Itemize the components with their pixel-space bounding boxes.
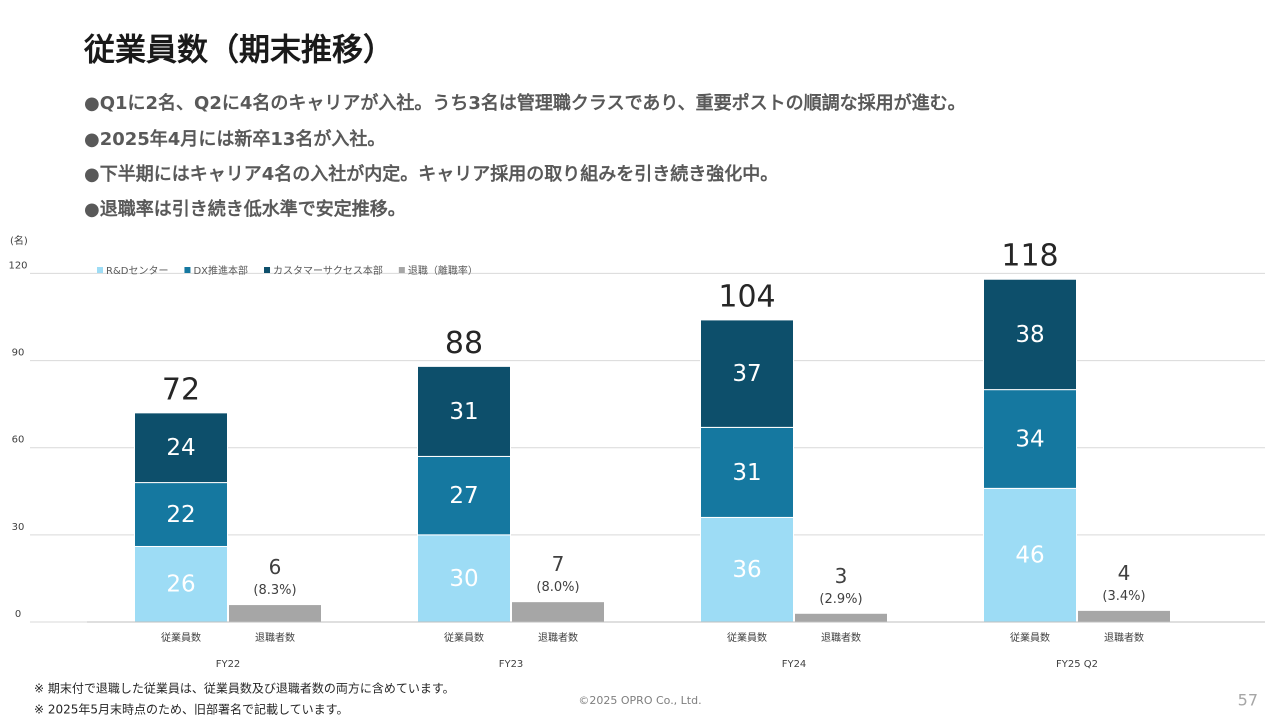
value-label: 3 <box>835 564 848 588</box>
sub-category-label: 退職者数 <box>821 631 861 644</box>
x-tick-label: FY22 <box>216 659 241 670</box>
segment-label: 38 <box>1015 322 1044 348</box>
legend-label: DX推進本部 <box>193 264 248 277</box>
bar-segment <box>700 516 794 623</box>
page-number: 57 <box>1238 691 1258 710</box>
rate-label: (8.0%) <box>536 580 579 595</box>
sub-category-label: 従業員数 <box>1010 631 1050 644</box>
bar-segment <box>511 601 605 623</box>
bar-segment <box>1077 609 1171 623</box>
rate-label: (2.9%) <box>819 592 862 607</box>
segment-label: 27 <box>449 483 478 509</box>
bar-segment <box>134 482 228 547</box>
bullet: ●下半期にはキャリア4名の入社が内定。キャリア採用の取り組みを引き続き強化中。 <box>84 163 778 185</box>
bullet: ●2025年4月には新卒13名が入社。 <box>84 128 385 150</box>
bullet: ●Q1に2名、Q2に4名のキャリアが入社。うち3名は管理職クラスであり、重要ポス… <box>84 92 966 114</box>
y-tick-label: 90 <box>12 348 25 359</box>
slide-title: 従業員数（期末推移） <box>83 33 394 69</box>
y-axis-label: (名) <box>10 234 28 247</box>
segment-label: 46 <box>1015 543 1044 569</box>
bar-segment <box>417 365 511 457</box>
segment-label: 37 <box>732 361 761 387</box>
rate-label: (3.4%) <box>1102 589 1145 604</box>
legend-swatch <box>184 267 191 273</box>
plot: 0 30 60 90 120 R&Dセンター DX推進本部 カスタマーサクセス本部 退職（離職率… <box>8 239 1265 670</box>
x-tick-label: FY24 <box>782 659 807 670</box>
total-label: 118 <box>1001 239 1058 274</box>
x-tick-label: FY25 Q2 <box>1056 659 1098 670</box>
bar-segment <box>983 278 1077 391</box>
bar-segment <box>700 426 794 518</box>
rate-label: (8.3%) <box>253 583 296 598</box>
footnote: ※ 期末付で退職した従業員は、従業員数及び退職者数の両方に含めています。 <box>34 681 455 696</box>
segment-label: 22 <box>166 502 195 528</box>
legend-label: カスタマーサクセス本部 <box>273 264 383 277</box>
legend-label: 退職（離職率） <box>408 264 478 277</box>
bar-segment <box>794 612 888 623</box>
x-tick-label: FY23 <box>499 659 524 670</box>
sub-category-label: 従業員数 <box>444 631 484 644</box>
bar-segment <box>983 487 1077 623</box>
segment-label: 36 <box>732 557 761 583</box>
segment-label: 31 <box>732 460 761 486</box>
total-label: 104 <box>718 279 775 314</box>
sub-category-label: 従業員数 <box>727 631 767 644</box>
y-tick-label: 60 <box>12 435 25 446</box>
total-label: 88 <box>445 326 483 361</box>
legend-swatch <box>264 267 271 273</box>
legend-label: R&Dセンター <box>106 265 168 277</box>
segment-label: 24 <box>166 435 195 461</box>
segment-label: 30 <box>449 566 478 592</box>
bullet: ●退職率は引き続き低水準で安定推移。 <box>84 198 406 220</box>
legend-swatch <box>398 267 405 273</box>
sub-category-label: 退職者数 <box>538 631 578 644</box>
segment-label: 34 <box>1015 427 1044 453</box>
sub-category-label: 退職者数 <box>1104 631 1144 644</box>
y-tick-label: 0 <box>15 609 21 620</box>
value-label: 6 <box>269 555 282 579</box>
y-tick-label: 120 <box>8 260 27 271</box>
value-label: 7 <box>552 552 565 576</box>
value-label: 4 <box>1118 561 1131 585</box>
bar-segment <box>134 412 228 484</box>
bar-segment <box>983 389 1077 489</box>
copyright: ©2025 OPRO Co., Ltd. <box>578 694 701 707</box>
sub-category-label: 従業員数 <box>161 631 201 644</box>
sub-category-label: 退職者数 <box>255 631 295 644</box>
total-label: 72 <box>162 372 200 407</box>
segment-label: 31 <box>449 399 478 425</box>
y-tick-label: 30 <box>12 522 25 533</box>
legend-swatch <box>97 267 103 273</box>
bar-segment <box>228 604 322 623</box>
bar-segment <box>134 545 228 623</box>
footnote: ※ 2025年5月末時点のため、旧部署名で記載しています。 <box>34 702 349 717</box>
segment-label: 26 <box>166 572 195 598</box>
bar-segment <box>700 319 794 428</box>
